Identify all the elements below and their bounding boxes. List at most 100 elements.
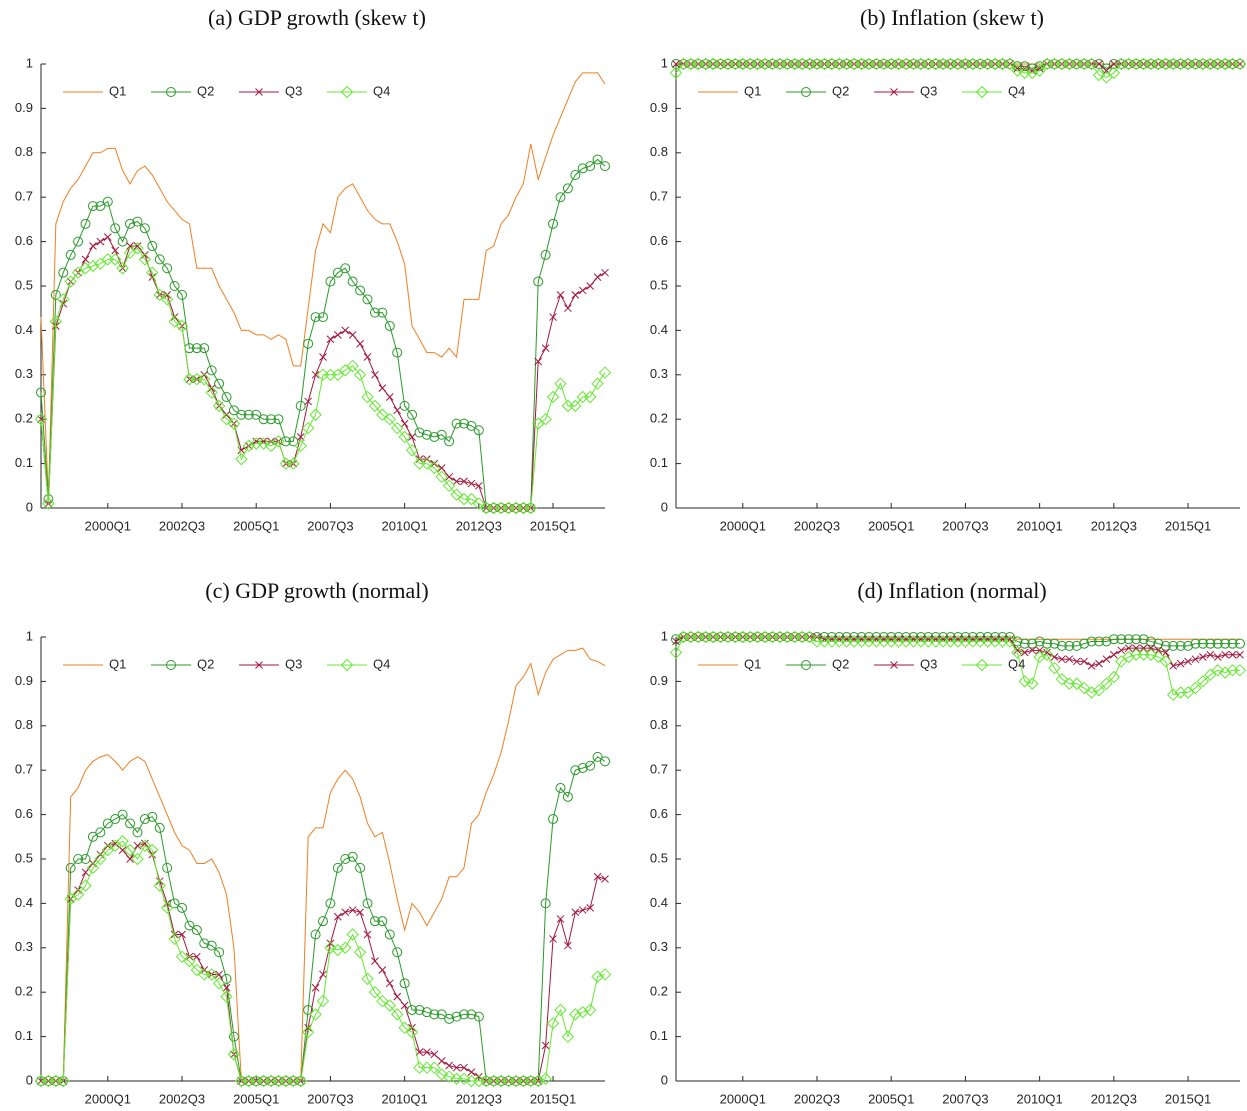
marker bbox=[429, 431, 440, 442]
marker bbox=[437, 1057, 446, 1065]
marker bbox=[170, 930, 179, 939]
y-tick-label: 0.9 bbox=[15, 100, 33, 115]
marker bbox=[384, 929, 395, 940]
x-tick-label: 2015Q1 bbox=[1165, 1091, 1211, 1106]
x-tick-label: 2010Q1 bbox=[1016, 1091, 1062, 1106]
marker bbox=[385, 393, 394, 401]
marker bbox=[362, 898, 373, 909]
marker bbox=[162, 263, 173, 274]
marker bbox=[141, 839, 149, 848]
marker bbox=[326, 335, 335, 344]
marker bbox=[154, 254, 165, 265]
marker bbox=[561, 1030, 575, 1043]
y-tick-label: 0 bbox=[661, 1072, 668, 1087]
series-line bbox=[40, 236, 606, 509]
marker bbox=[450, 488, 463, 501]
marker bbox=[86, 259, 100, 273]
marker bbox=[546, 390, 560, 404]
marker bbox=[94, 257, 107, 271]
y-tick-label: 0.9 bbox=[650, 673, 668, 688]
marker bbox=[294, 1074, 307, 1088]
marker bbox=[549, 935, 557, 943]
marker bbox=[377, 307, 388, 318]
y-tick-label: 0.7 bbox=[650, 762, 668, 777]
x-tick-label: 2000Q1 bbox=[720, 518, 766, 533]
marker bbox=[1065, 655, 1074, 664]
marker bbox=[1122, 650, 1135, 664]
marker bbox=[459, 1009, 469, 1020]
marker bbox=[199, 343, 210, 354]
y-tick-label: 0.3 bbox=[15, 939, 33, 954]
marker bbox=[1011, 64, 1024, 77]
marker bbox=[1132, 644, 1140, 652]
marker bbox=[222, 983, 231, 992]
marker bbox=[199, 938, 210, 949]
marker bbox=[294, 439, 307, 453]
marker bbox=[378, 384, 387, 392]
marker bbox=[1184, 657, 1192, 666]
marker bbox=[198, 373, 211, 386]
marker bbox=[436, 429, 447, 440]
marker bbox=[1092, 684, 1106, 697]
marker bbox=[1027, 638, 1038, 649]
marker bbox=[311, 370, 320, 379]
marker bbox=[153, 879, 166, 892]
marker bbox=[437, 464, 446, 472]
marker bbox=[1100, 71, 1113, 84]
marker bbox=[1145, 636, 1156, 647]
marker bbox=[303, 1004, 314, 1015]
chart-title: (b) Inflation (skew t) bbox=[860, 5, 1044, 30]
marker bbox=[185, 952, 194, 961]
marker bbox=[1085, 57, 1098, 71]
marker bbox=[133, 841, 142, 850]
marker bbox=[428, 1061, 441, 1074]
marker bbox=[110, 814, 121, 825]
marker bbox=[376, 994, 389, 1008]
marker bbox=[444, 436, 455, 447]
marker bbox=[228, 1031, 239, 1042]
y-tick-label: 0.8 bbox=[650, 717, 668, 732]
marker bbox=[95, 201, 106, 212]
marker bbox=[1131, 634, 1142, 645]
y-tick-label: 0.6 bbox=[650, 806, 668, 821]
marker bbox=[549, 313, 557, 321]
marker bbox=[356, 908, 364, 917]
marker bbox=[600, 161, 610, 172]
marker bbox=[1160, 640, 1171, 651]
marker bbox=[459, 418, 469, 429]
marker bbox=[341, 326, 350, 335]
marker bbox=[1107, 670, 1121, 684]
marker bbox=[1049, 638, 1060, 649]
series-line bbox=[40, 158, 606, 509]
marker bbox=[383, 412, 396, 426]
marker bbox=[310, 929, 321, 940]
marker bbox=[1168, 640, 1179, 651]
marker bbox=[423, 455, 431, 464]
marker bbox=[423, 1048, 431, 1056]
marker bbox=[1213, 653, 1222, 661]
marker bbox=[138, 253, 152, 266]
marker bbox=[212, 977, 226, 990]
marker bbox=[466, 1009, 477, 1020]
marker bbox=[133, 242, 142, 250]
marker bbox=[385, 979, 394, 988]
marker bbox=[57, 293, 70, 306]
marker bbox=[110, 223, 121, 234]
marker bbox=[1094, 636, 1104, 647]
marker bbox=[1109, 650, 1118, 659]
marker bbox=[126, 855, 134, 863]
marker bbox=[139, 223, 150, 234]
marker bbox=[1152, 650, 1165, 664]
series-line bbox=[41, 840, 606, 1082]
x-tick-label: 2005Q1 bbox=[868, 518, 914, 533]
marker bbox=[1123, 634, 1134, 645]
marker bbox=[460, 477, 468, 486]
marker bbox=[79, 879, 92, 892]
marker bbox=[1077, 681, 1091, 695]
marker bbox=[154, 822, 165, 833]
marker bbox=[1087, 662, 1096, 670]
marker bbox=[1064, 640, 1075, 651]
marker bbox=[361, 972, 374, 986]
marker bbox=[207, 384, 216, 392]
marker bbox=[598, 366, 612, 379]
